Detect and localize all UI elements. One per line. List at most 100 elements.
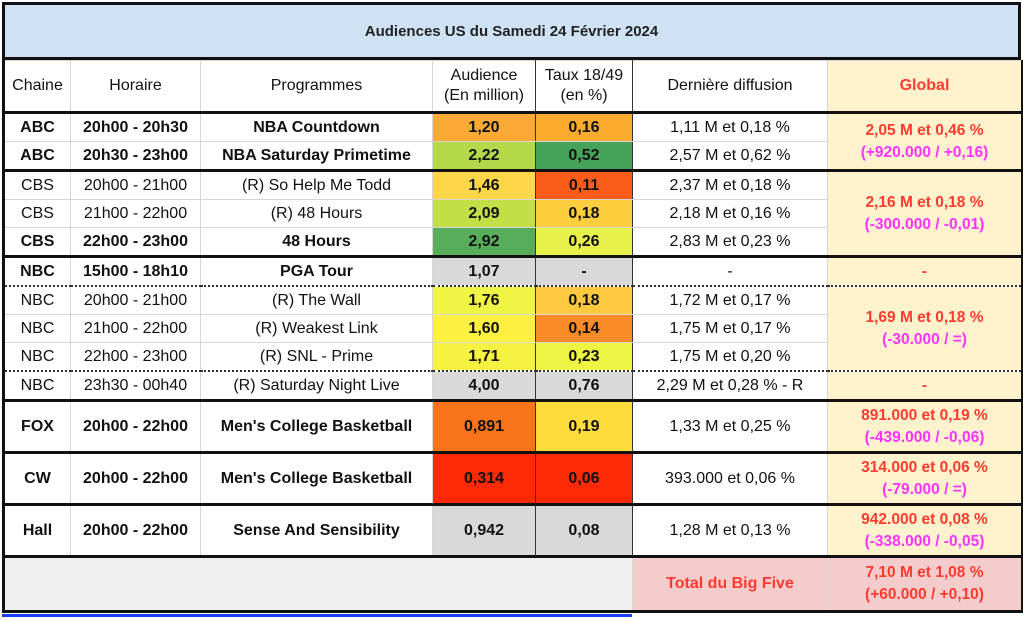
header-programmes: Programmes [200,60,433,113]
table-title: Audiences US du Samedi 24 Février 2024 [2,2,1021,60]
rating-cell: 0,19 [535,399,633,453]
audience-cell: 0,942 [432,503,536,557]
audience-cell: 2,92 [432,227,536,257]
global-cell: - [827,255,1023,287]
channel-cell: CBS [3,169,71,200]
program-cell: Men's College Basketball [200,451,433,505]
header-taux-line2: (en %) [560,87,608,104]
rating-cell: 0,08 [535,503,633,557]
last-broadcast-cell: 2,57 M et 0,62 % [632,141,828,171]
audience-cell: 2,22 [432,141,536,171]
global-cell: 2,16 M et 0,18 % (-300.000 / -0,01) [827,169,1023,257]
header-audience: Audience (En million) [432,60,536,113]
selection-underline [2,614,632,617]
total-main: 7,10 M et 1,08 % [865,564,984,581]
global-main: 2,16 M et 0,18 % [865,193,984,211]
channel-cell: Hall [3,503,71,557]
table-row: NBC 20h00 - 21h00 (R) The Wall 1,76 0,18 1,72… [3,285,1023,372]
rating-cell: 0,26 [535,227,633,257]
timeslot-cell: 21h00 - 22h00 [70,314,201,343]
audience-cell: 1,46 [432,169,536,200]
header-horaire: Horaire [70,60,201,113]
last-broadcast-cell: 2,18 M et 0,16 % [632,199,828,228]
global-main: 314.000 et 0,06 % [861,458,988,476]
audience-cell: 1,60 [432,314,536,343]
global-cell: 1,69 M et 0,18 % (-30.000 / =) [827,285,1023,372]
timeslot-cell: 20h00 - 21h00 [70,285,201,315]
table-row: ABC 20h30 - 23h00 NBA Saturday Primetime 2,… [3,141,1023,171]
header-row: Chaine Horaire Programmes Audience (En mi… [3,60,1023,113]
global-main: 942.000 et 0,08 % [861,510,988,528]
table-row: NBC 21h00 - 22h00 (R) Weakest Link 1,60 0,14… [3,314,1023,343]
table-row: NBC 15h00 - 18h10 PGA Tour 1,07- - - [3,255,1023,287]
header-audience-line1: Audience [450,67,518,84]
timeslot-cell: 20h30 - 23h00 [70,141,201,171]
program-cell: (R) So Help Me Todd [200,169,433,200]
global-delta: (+920.000 / +0,16) [860,143,989,161]
timeslot-cell: 23h30 - 00h40 [70,370,201,401]
timeslot-cell: 20h00 - 21h00 [70,169,201,200]
timeslot-cell: 15h00 - 18h10 [70,255,201,287]
timeslot-cell: 20h00 - 22h00 [70,399,201,453]
global-main: - [921,376,928,394]
program-cell: 48 Hours [200,227,433,257]
program-cell: (R) Saturday Night Live [200,370,433,401]
table-row: CBS 22h00 - 23h00 48 Hours 2,92 0,26 2,83 M e… [3,227,1023,257]
header-taux-line1: Taux 18/49 [544,67,624,84]
header-audience-line2: (En million) [443,87,524,104]
program-cell: (R) Weakest Link [200,314,433,343]
program-cell: (R) SNL - Prime [200,342,433,372]
channel-cell: NBC [3,314,71,343]
global-main: 1,69 M et 0,18 % [865,308,984,326]
rating-cell: 0,18 [535,285,633,315]
rating-cell: 0,52 [535,141,633,171]
global-delta: (-79.000 / =) [882,480,967,498]
audience-cell: 0,314 [432,451,536,505]
global-cell: 942.000 et 0,08 % (-338.000 / -0,05) [827,503,1023,557]
audience-cell: 2,09 [432,199,536,228]
last-broadcast-cell: 1,11 M et 0,18 % [632,111,828,142]
last-broadcast-cell: 1,75 M et 0,20 % [632,342,828,372]
total-empty-cell [3,555,633,612]
last-broadcast-cell: 1,75 M et 0,17 % [632,314,828,343]
rating-cell: 0,11 [535,169,633,200]
rating-cell: 0,76 [535,370,633,401]
rating-cell: 0,18 [535,199,633,228]
program-cell: Men's College Basketball [200,399,433,453]
global-main: 2,05 M et 0,46 % [865,121,984,139]
table-row: ABC 20h00 - 20h30 NBA Countdown 1,20 0,16 1,1… [3,111,1023,171]
audience-cell: 1,20 [432,111,536,142]
channel-cell: FOX [3,399,71,453]
audience-cell: 1,71 [432,342,536,372]
timeslot-cell: 22h00 - 23h00 [70,227,201,257]
channel-cell: NBC [3,285,71,315]
audience-cell: 0,891 [432,399,536,453]
program-cell: (R) The Wall [200,285,433,315]
header-taux: Taux 18/49 (en %) [535,60,633,113]
channel-cell: ABC [3,141,71,171]
program-cell: NBA Saturday Primetime [200,141,433,171]
global-cell: - [827,370,1023,401]
timeslot-cell: 20h00 - 22h00 [70,451,201,505]
audience-cell: 4,00 [432,370,536,401]
header-chaine: Chaine [3,60,71,113]
global-cell: 891.000 et 0,19 % (-439.000 / -0,06) [827,399,1023,453]
program-cell: Sense And Sensibility [200,503,433,557]
audience-table: Chaine Horaire Programmes Audience (En mi… [2,60,1023,613]
channel-cell: NBC [3,255,71,287]
table-row: CBS 20h00 - 21h00 (R) So Help Me Todd 1,46 0… [3,169,1023,257]
table-row: CW 20h00 - 22h00 Men's College Basketball 0… [3,451,1023,505]
program-cell: PGA Tour [200,255,433,287]
rating-cell: 0,06 [535,451,633,505]
total-delta: (+60.000 / +0,10) [865,586,984,603]
table-row: CBS 21h00 - 22h00 (R) 48 Hours 2,09 0,18 2,18… [3,199,1023,228]
total-label: Total du Big Five [632,555,828,612]
global-delta: (-300.000 / -0,01) [864,215,985,233]
channel-cell: NBC [3,342,71,372]
global-delta: (-439.000 / -0,06) [864,428,985,446]
header-global: Global [827,60,1023,113]
table-row: NBC 23h30 - 00h40 (R) Saturday Night Live 4… [3,370,1023,401]
timeslot-cell: 21h00 - 22h00 [70,199,201,228]
channel-cell: NBC [3,370,71,401]
